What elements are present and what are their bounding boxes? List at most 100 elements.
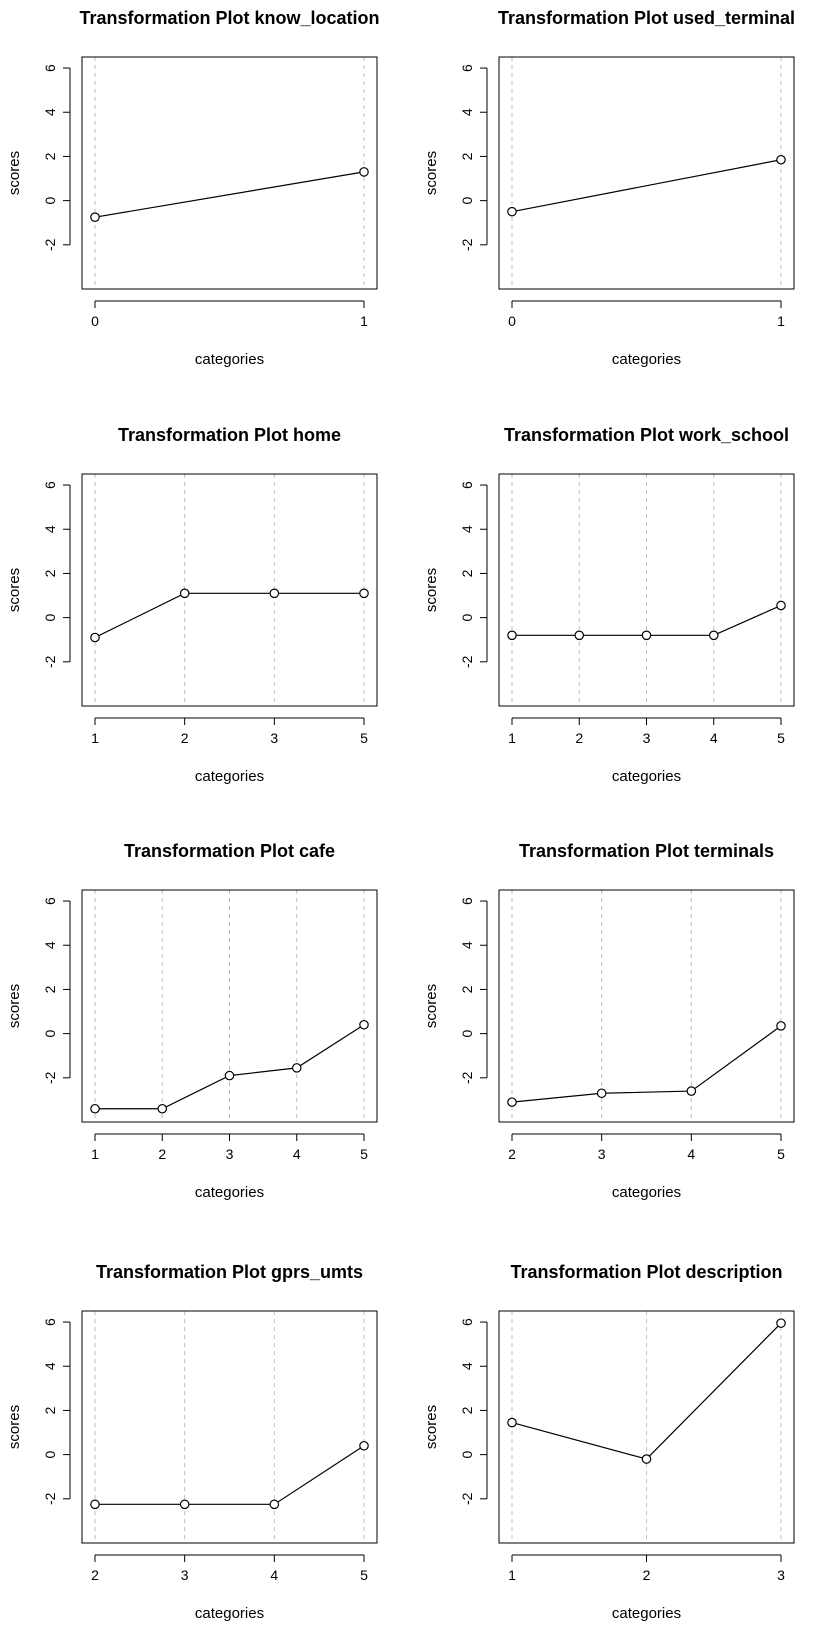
data-point bbox=[507, 630, 517, 641]
x-tick-label: 4 bbox=[710, 730, 718, 746]
data-point bbox=[686, 1086, 697, 1096]
transformation-plot-panel: Transformation Plot cafe categories scores… bbox=[6, 841, 378, 1201]
x-tick-label: 3 bbox=[598, 1146, 606, 1162]
data-point bbox=[291, 1063, 302, 1073]
y-tick-label: 4 bbox=[459, 941, 475, 949]
data-point bbox=[359, 1440, 369, 1451]
y-tick-label: 0 bbox=[459, 1451, 475, 1459]
y-tick-label: 0 bbox=[459, 197, 475, 205]
x-tick-label: 1 bbox=[91, 1146, 99, 1162]
y-axis-label: scores bbox=[6, 1405, 23, 1449]
y-tick-label: 4 bbox=[42, 108, 58, 116]
y-tick-label: -2 bbox=[42, 1492, 58, 1505]
y-tick-label: 2 bbox=[459, 1406, 475, 1414]
y-tick-label: 0 bbox=[459, 1030, 475, 1038]
x-tick-label: 1 bbox=[777, 313, 785, 329]
x-tick-label: 1 bbox=[508, 1567, 516, 1583]
y-tick-label: 2 bbox=[459, 152, 475, 160]
y-tick-label: 6 bbox=[459, 64, 475, 72]
transformation-plot-panel: Transformation Plot work_school categorie… bbox=[423, 425, 795, 785]
x-tick-label: 0 bbox=[508, 313, 516, 329]
y-tick-label: 0 bbox=[42, 1451, 58, 1459]
x-tick-label: 3 bbox=[643, 730, 651, 746]
y-tick-label: -2 bbox=[459, 655, 475, 668]
x-axis-label: categories bbox=[612, 351, 681, 368]
x-tick-label: 5 bbox=[360, 1567, 368, 1583]
y-axis-label: scores bbox=[6, 151, 23, 195]
data-point bbox=[776, 1021, 786, 1031]
plot-frame bbox=[498, 889, 795, 1123]
data-point bbox=[776, 154, 786, 165]
data-point bbox=[776, 600, 786, 611]
x-tick-label: 1 bbox=[360, 313, 368, 329]
plot-title: Transformation Plot description bbox=[510, 1262, 782, 1282]
y-tick-label: -2 bbox=[42, 1071, 58, 1084]
y-tick-label: 6 bbox=[459, 897, 475, 905]
x-tick-label: 2 bbox=[181, 730, 189, 746]
x-axis-label: categories bbox=[612, 768, 681, 785]
y-tick-label: 2 bbox=[42, 985, 58, 993]
x-axis-label: categories bbox=[612, 1184, 681, 1201]
plot-title: Transformation Plot used_terminal bbox=[498, 8, 795, 28]
data-point bbox=[776, 1318, 786, 1328]
x-tick-label: 0 bbox=[91, 313, 99, 329]
data-point bbox=[596, 1088, 607, 1099]
x-tick-label: 2 bbox=[643, 1567, 651, 1583]
data-point bbox=[507, 1097, 517, 1107]
y-axis-label: scores bbox=[423, 568, 440, 612]
data-point bbox=[507, 206, 517, 217]
y-tick-label: 6 bbox=[459, 481, 475, 489]
y-axis-label: scores bbox=[423, 984, 440, 1028]
x-tick-label: 3 bbox=[270, 730, 278, 746]
data-point bbox=[641, 630, 652, 641]
data-point bbox=[269, 1499, 280, 1510]
y-tick-label: 0 bbox=[42, 614, 58, 622]
plot-frame bbox=[498, 473, 795, 707]
plot-title: Transformation Plot work_school bbox=[504, 425, 789, 445]
x-tick-label: 4 bbox=[293, 1146, 301, 1162]
x-axis-label: categories bbox=[195, 1184, 264, 1201]
x-tick-label: 3 bbox=[226, 1146, 234, 1162]
y-tick-label: 0 bbox=[42, 197, 58, 205]
series-line bbox=[94, 592, 364, 639]
x-tick-label: 3 bbox=[777, 1567, 785, 1583]
data-point bbox=[359, 1019, 369, 1030]
x-axis-label: categories bbox=[612, 1605, 681, 1622]
x-axis-label: categories bbox=[195, 768, 264, 785]
data-point bbox=[224, 1070, 235, 1081]
transformation-plot-panel: Transformation Plot know_locationcategor… bbox=[6, 8, 380, 368]
y-tick-label: 6 bbox=[459, 1318, 475, 1326]
transformation-plot-panel: Transformation Plot terminals categories s… bbox=[423, 841, 795, 1201]
series-line bbox=[94, 171, 365, 218]
plot-frame bbox=[498, 56, 795, 290]
plot-frame bbox=[81, 473, 378, 707]
plot-frame bbox=[81, 56, 378, 290]
y-axis-label: scores bbox=[6, 568, 23, 612]
data-point bbox=[574, 630, 585, 641]
y-tick-label: 0 bbox=[42, 1030, 58, 1038]
plot-frame bbox=[81, 1310, 378, 1544]
transformation-plot-panel: Transformation Plot description categorie… bbox=[423, 1262, 795, 1622]
y-tick-label: -2 bbox=[459, 1071, 475, 1084]
y-tick-label: 2 bbox=[42, 1406, 58, 1414]
x-tick-label: 2 bbox=[91, 1567, 99, 1583]
x-tick-label: 3 bbox=[181, 1567, 189, 1583]
y-tick-label: 4 bbox=[459, 1362, 475, 1370]
x-tick-label: 2 bbox=[508, 1146, 516, 1162]
plot-title: Transformation Plot know_location bbox=[79, 8, 379, 28]
x-tick-label: 5 bbox=[777, 1146, 785, 1162]
y-axis-label: scores bbox=[6, 984, 23, 1028]
x-tick-label: 1 bbox=[91, 730, 99, 746]
x-tick-label: 4 bbox=[270, 1567, 278, 1583]
data-point bbox=[708, 630, 719, 641]
y-tick-label: 6 bbox=[42, 64, 58, 72]
data-point bbox=[90, 212, 100, 222]
series-line bbox=[511, 1025, 782, 1103]
x-axis-label: categories bbox=[195, 1605, 264, 1622]
y-tick-label: 6 bbox=[42, 1318, 58, 1326]
plot-frame bbox=[81, 889, 378, 1123]
x-tick-label: 5 bbox=[777, 730, 785, 746]
x-tick-label: 4 bbox=[687, 1146, 695, 1162]
plot-frame bbox=[498, 1310, 795, 1544]
